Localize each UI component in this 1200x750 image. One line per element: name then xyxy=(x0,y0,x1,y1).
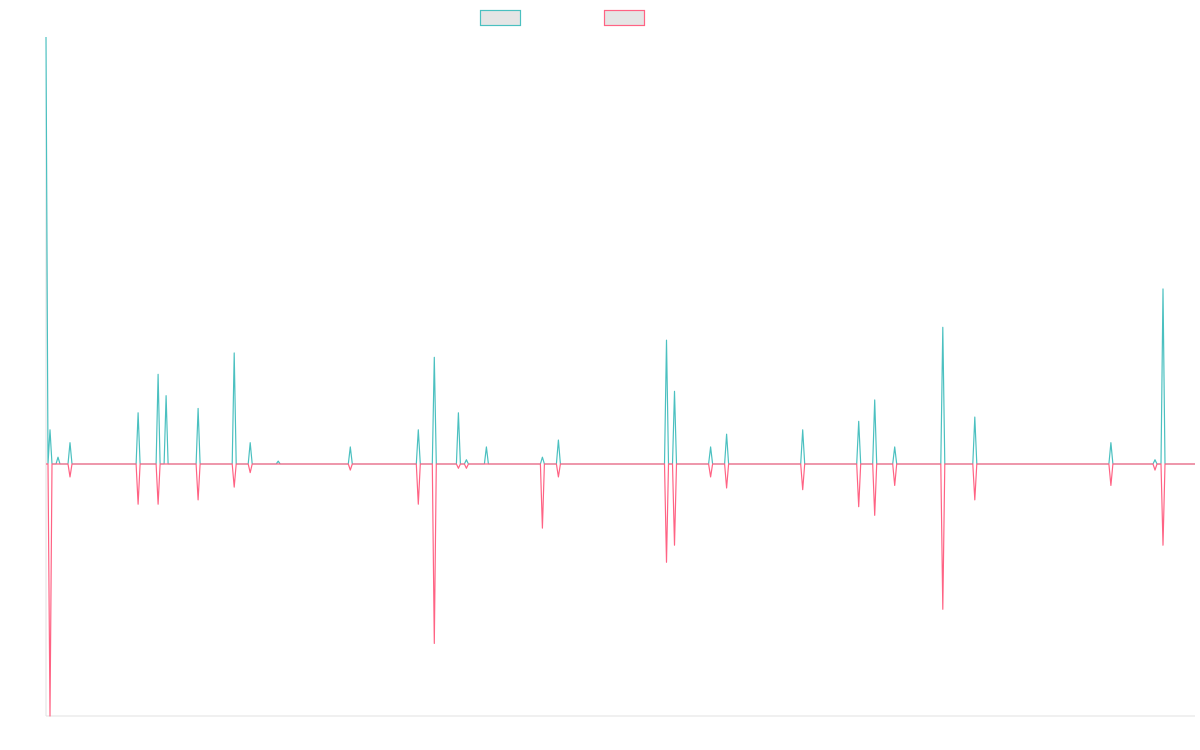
legend-item-1[interactable] xyxy=(479,9,522,27)
legend-swatch xyxy=(603,9,646,27)
series-line-2 xyxy=(46,463,1195,717)
legend-swatch xyxy=(479,9,522,27)
series-line-1 xyxy=(45,36,1195,465)
legend-item-2[interactable] xyxy=(603,9,646,27)
series-group xyxy=(45,36,1195,717)
legend xyxy=(479,9,646,27)
